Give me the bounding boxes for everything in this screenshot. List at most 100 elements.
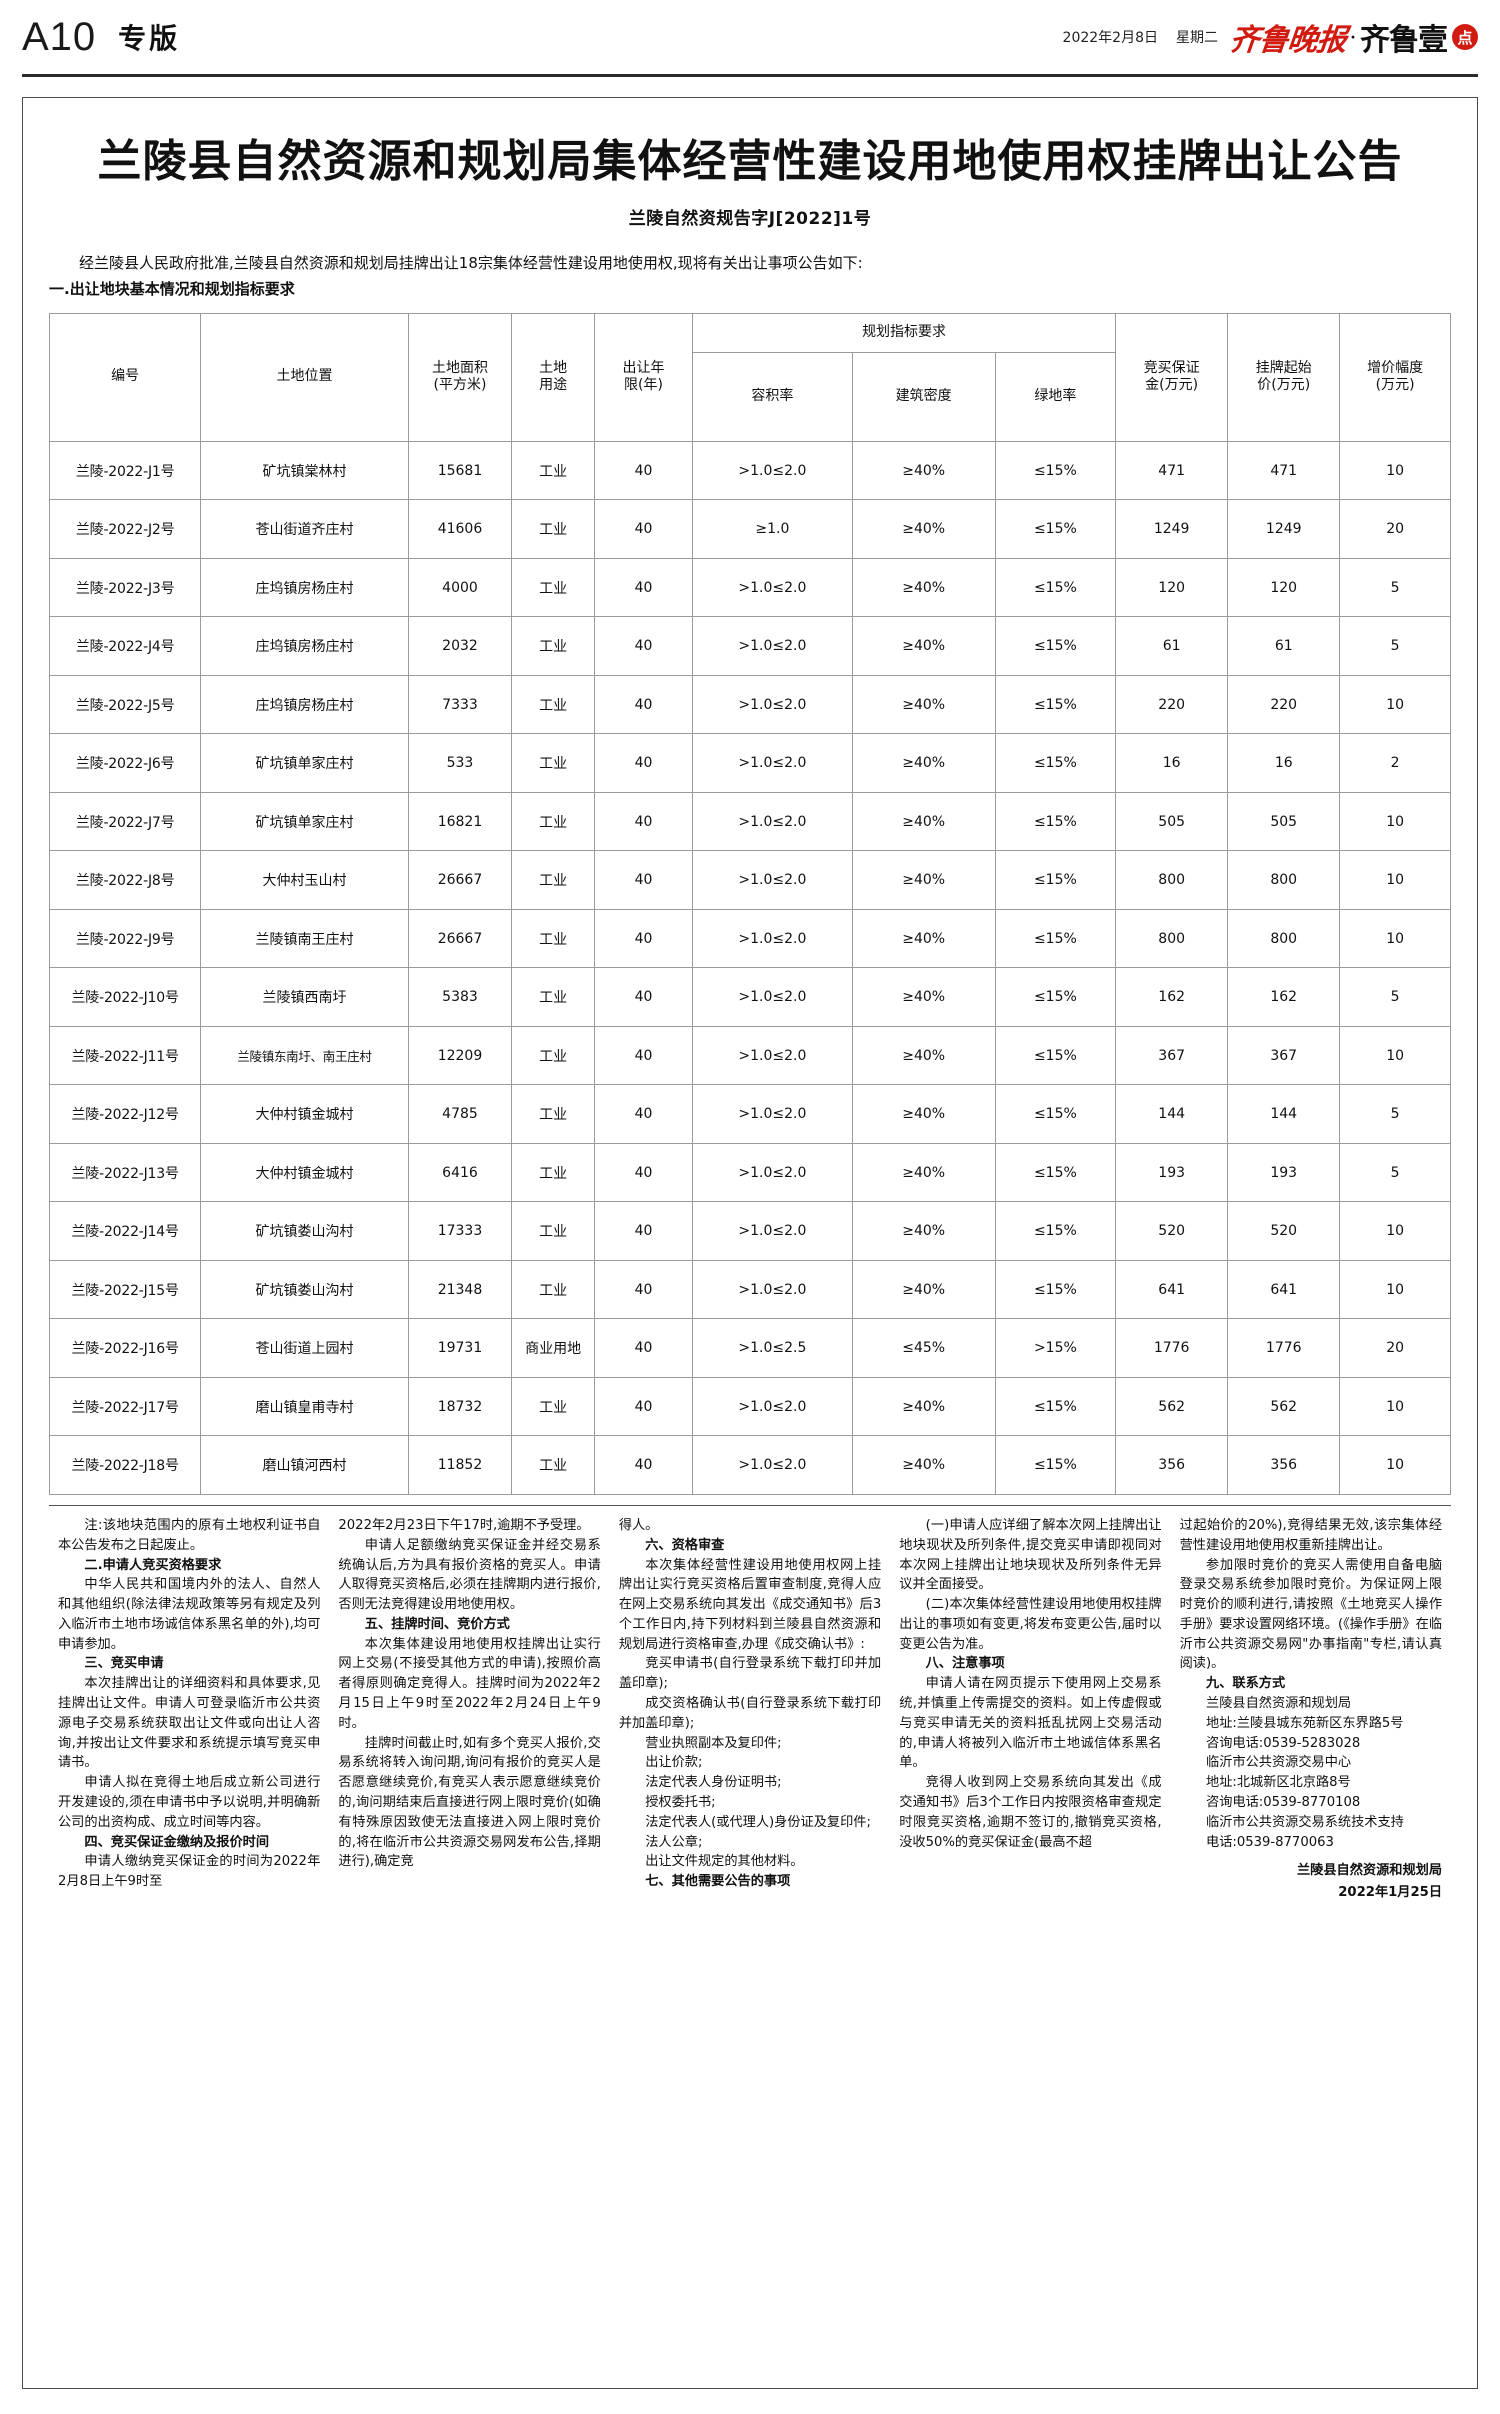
table-row: 兰陵-2022-J7号 矿坑镇单家庄村 16821 工业 40 >1.0≤2.0 ≥40% ≤… [48, 791, 1451, 852]
cell-start: 505 [1227, 791, 1341, 852]
cell-green: ≤15% [994, 1084, 1117, 1144]
cell-green: >15% [994, 1318, 1117, 1378]
cell-density: ≥40% [851, 557, 996, 618]
cell-use: 商业用地 [511, 1318, 595, 1378]
newspaper-logo: 齐鲁晚报 · 齐鲁壹 点 [1228, 15, 1478, 59]
para-notice-upload: 申请人请在网页提示下使用网上交易系统,并慎重上传需提交的资料。如上传虚假或与竞买… [899, 1676, 1162, 1771]
cell-far: >1.0≤2.0 [692, 908, 853, 969]
page-number: A10 [22, 14, 97, 59]
cell-green: ≤15% [994, 674, 1117, 735]
col-header-increment: 增价幅度 (万元) [1339, 312, 1451, 442]
col-header-increment-line1: 增价幅度 [1367, 359, 1424, 376]
table-header-row-1: 编号 土地位置 土地面积 (平方米) 土地 用途 出让年 限(年) 规划指标要求… [48, 312, 1451, 442]
cell-far: >1.0≤2.0 [692, 616, 853, 676]
cell-density: ≥40% [851, 1084, 996, 1144]
contact-center-phone: 咨询电话:0539-8770108 [1206, 1795, 1361, 1811]
cell-area: 6416 [407, 1142, 513, 1203]
cell-location: 庄坞镇房杨庄村 [200, 616, 409, 676]
cell-term: 40 [593, 1084, 694, 1144]
issue-date: 2022年2月8日 [1062, 30, 1158, 46]
brand-secondary-text: 齐鲁壹 [1360, 23, 1448, 58]
cell-start: 800 [1227, 850, 1341, 910]
cell-code: 兰陵-2022-J6号 [48, 733, 202, 793]
table-row: 兰陵-2022-J16号 苍山街道上园村 19731 商业用地 40 >1.0≤2.5 ≤4… [48, 1318, 1451, 1378]
cell-start: 562 [1227, 1376, 1341, 1437]
cell-density: ≥40% [851, 967, 996, 1027]
cell-area: 7333 [407, 674, 513, 735]
table-row: 兰陵-2022-J10号 兰陵镇西南圩 5383 工业 40 >1.0≤2.0 ≥40% ≤1… [48, 967, 1451, 1027]
cell-term: 40 [593, 1201, 694, 1261]
cell-start: 641 [1227, 1259, 1341, 1320]
cell-location: 苍山街道上园村 [200, 1318, 409, 1378]
cell-density: ≥40% [851, 1025, 996, 1086]
contact-tech-phone: 电话:0539-8770063 [1206, 1834, 1334, 1850]
heading-section-four: 四、竞买保证金缴纳及报价时间 [84, 1834, 270, 1850]
cell-density: ≥40% [851, 674, 996, 735]
cell-location: 磨山镇皇甫寺村 [200, 1376, 409, 1437]
cell-green: ≤15% [994, 967, 1117, 1027]
cell-start: 16 [1227, 733, 1341, 793]
cell-start: 220 [1227, 674, 1341, 735]
footer-column-4: (一)申请人应详细了解本次网上挂牌出让地块现状及所列条件,提交竞买申请即视同对本… [890, 1516, 1170, 1903]
cell-increment: 10 [1339, 1025, 1451, 1086]
cell-use: 工业 [511, 733, 595, 793]
cell-increment: 5 [1339, 967, 1451, 1027]
table-row: 兰陵-2022-J4号 庄坞镇房杨庄村 2032 工业 40 >1.0≤2.0 ≥40% ≤1… [48, 616, 1451, 676]
cell-location: 矿坑镇棠林村 [200, 440, 409, 501]
cell-code: 兰陵-2022-J12号 [48, 1084, 202, 1144]
contact-bureau-name: 兰陵县自然资源和规划局 [1206, 1696, 1352, 1712]
cell-location: 磨山镇河西村 [200, 1435, 409, 1495]
para-deposit-time: 申请人缴纳竞买保证金的时间为2022年2月8日上午9时至 [58, 1854, 321, 1890]
cell-code: 兰陵-2022-J11号 [48, 1025, 202, 1086]
para-winner-continued: 得人。 [618, 1517, 659, 1533]
cell-far: >1.0≤2.0 [692, 1376, 853, 1437]
material-id-copy: 法定代表人(或代理人)身份证及复印件; [645, 1814, 871, 1830]
cell-far: ≥1.0 [692, 499, 853, 559]
cell-code: 兰陵-2022-J7号 [48, 791, 202, 852]
cell-term: 40 [593, 557, 694, 618]
brand-badge-icon: 点 [1452, 24, 1478, 50]
cell-term: 40 [593, 850, 694, 910]
cell-use: 工业 [511, 499, 595, 559]
heading-section-two: 二.申请人竞买资格要求 [84, 1557, 222, 1573]
cell-location: 矿坑镇娄山沟村 [200, 1259, 409, 1320]
cell-far: >1.0≤2.0 [692, 791, 853, 852]
cell-location: 苍山街道齐庄村 [200, 499, 409, 559]
cell-use: 工业 [511, 557, 595, 618]
col-header-increment-line2: (万元) [1375, 377, 1415, 394]
cell-code: 兰陵-2022-J10号 [48, 967, 202, 1027]
material-power-of-attorney: 授权委托书; [645, 1795, 716, 1811]
cell-area: 21348 [407, 1259, 513, 1320]
col-header-deposit-line1: 竞买保证 [1143, 359, 1200, 376]
para-timed-bidding: 参加限时竞价的竞买人需使用自备电脑登录交易系统参加限时竞价。为保证网上限时竞价的… [1179, 1557, 1443, 1672]
table-row: 兰陵-2022-J6号 矿坑镇单家庄村 533 工业 40 >1.0≤2.0 ≥40% ≤15… [48, 733, 1451, 793]
cell-start: 120 [1227, 557, 1341, 618]
table-row: 兰陵-2022-J11号 兰陵镇东南圩、南王庄村 12209 工业 40 >1.0≤2.0… [48, 1025, 1451, 1086]
cell-use: 工业 [511, 791, 595, 852]
cell-start: 162 [1227, 967, 1341, 1027]
cell-area: 18732 [407, 1376, 513, 1437]
article-frame: 兰陵县自然资源和规划局集体经营性建设用地使用权挂牌出让公告 兰陵自然资规告字J[… [22, 97, 1478, 2389]
cell-area: 19731 [407, 1318, 513, 1378]
col-header-start-line1: 挂牌起始 [1255, 359, 1312, 376]
cell-increment: 5 [1339, 1084, 1451, 1144]
col-header-start-price: 挂牌起始 价(万元) [1227, 312, 1341, 442]
table-row: 兰陵-2022-J15号 矿坑镇娄山沟村 21348 工业 40 >1.0≤2.0 ≥40%… [48, 1259, 1451, 1320]
section-name: 专版 [118, 22, 181, 55]
table-row: 兰陵-2022-J9号 兰陵镇南王庄村 26667 工业 40 >1.0≤2.0 ≥40% ≤… [48, 908, 1451, 969]
col-header-deposit-line2: 金(万元) [1145, 377, 1199, 394]
cell-code: 兰陵-2022-J17号 [48, 1376, 202, 1437]
cell-green: ≤15% [994, 908, 1117, 969]
cell-use: 工业 [511, 850, 595, 910]
cell-location: 庄坞镇房杨庄村 [200, 557, 409, 618]
cell-far: >1.0≤2.5 [692, 1318, 853, 1378]
cell-increment: 5 [1339, 616, 1451, 676]
cell-far: >1.0≤2.0 [692, 1084, 853, 1144]
signature-block: 兰陵县自然资源和规划局 2022年1月25日 [1180, 1860, 1442, 1902]
contact-tech-support: 临沂市公共资源交易系统技术支持 [1206, 1814, 1404, 1830]
footer-columns: 注:该地块范围内的原有土地权利证书自本公告发布之日起废止。 二.申请人竞买资格要… [49, 1516, 1451, 1903]
col-header-area-line1: 土地面积 [431, 359, 488, 376]
cell-area: 11852 [407, 1435, 513, 1495]
col-header-term-line2: 限(年) [624, 377, 663, 394]
cell-green: ≤15% [994, 616, 1117, 676]
